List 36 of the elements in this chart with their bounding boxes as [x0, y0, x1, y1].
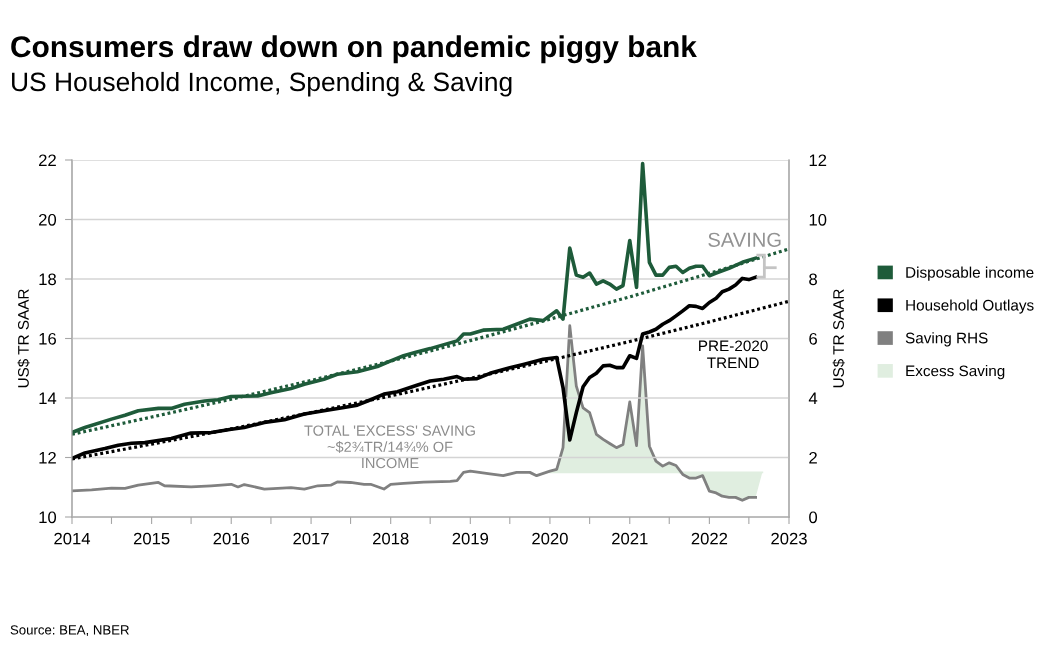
x-tick-label: 2022	[691, 532, 728, 545]
y-tick-label: 12	[39, 451, 56, 464]
y-tick-label: 18	[39, 273, 56, 286]
y-tick-label: 22	[39, 154, 56, 167]
y-axis-title: US$ TR SAAR	[17, 289, 30, 388]
y-tick-label: 20	[39, 213, 57, 226]
annotation: SAVING	[708, 232, 781, 247]
x-tick-label: 2020	[532, 532, 568, 545]
y-tick-label: 10	[39, 511, 57, 524]
chart-subtitle: US Household Income, Spending & Saving	[12, 71, 512, 97]
source-note: Source: BEA, NBER	[10, 625, 129, 637]
x-tick-label: 2016	[213, 532, 250, 545]
legend-label: Household Outlays	[906, 299, 1034, 314]
y2-tick-label: 12	[809, 154, 827, 167]
y-tick-label: 14	[39, 392, 57, 405]
x-tick-label: 2018	[372, 532, 409, 545]
y2-axis-title: US$ TR SAAR	[832, 289, 845, 388]
x-tick-label: 2021	[612, 532, 648, 545]
x-tick-label: 2023	[771, 532, 807, 545]
annotation: PRE-2020 TREND	[699, 340, 768, 369]
x-tick-label: 2019	[452, 532, 489, 545]
y2-tick-label: 6	[809, 332, 817, 345]
annotation: TOTAL 'EXCESS' SAVING ~$2¾TR/14¾% OF INCOME	[304, 425, 475, 469]
y2-tick-label: 10	[809, 213, 827, 226]
chart-title: Consumers draw down on pandemic piggy bank	[11, 35, 697, 64]
legend-label: Excess Saving	[906, 365, 1005, 380]
y2-tick-label: 0	[809, 511, 818, 524]
x-tick-label: 2017	[293, 532, 329, 545]
x-tick-label: 2015	[133, 532, 170, 545]
y-tick-label: 16	[39, 332, 56, 345]
x-tick-label: 2014	[54, 532, 91, 545]
y2-tick-label: 8	[809, 273, 817, 286]
y2-tick-label: 2	[809, 451, 817, 464]
legend-label: Disposable income	[906, 266, 1034, 281]
y2-tick-label: 4	[808, 392, 818, 405]
legend-label: Saving RHS	[905, 332, 988, 347]
